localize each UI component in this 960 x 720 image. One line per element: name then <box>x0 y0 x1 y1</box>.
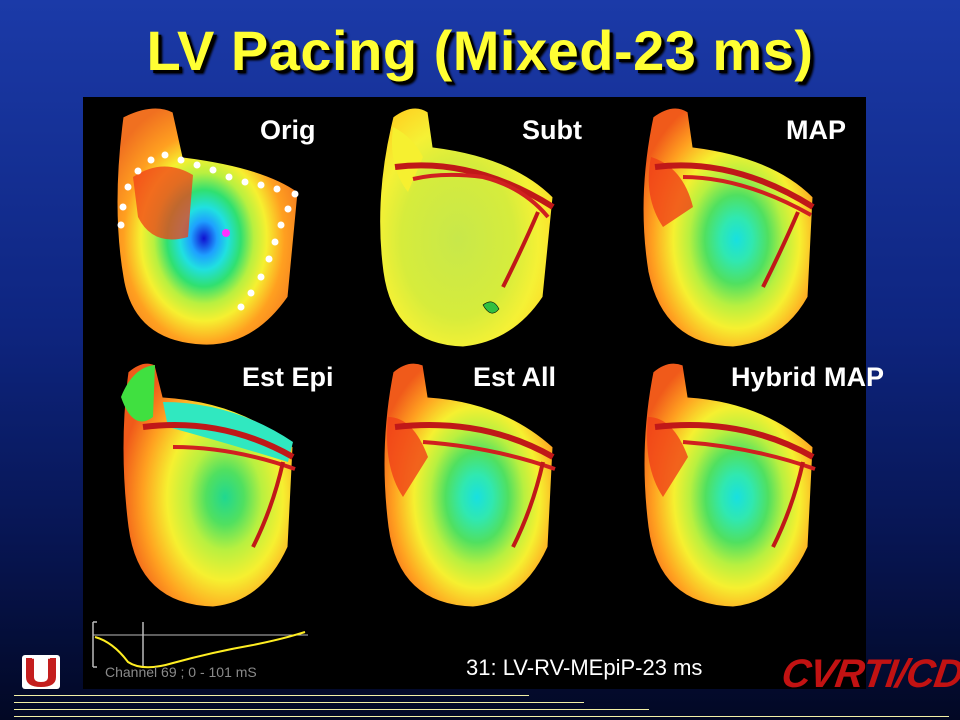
map-label-orig: Orig <box>260 115 316 145</box>
heart-maps-figure <box>92 107 816 669</box>
footer-rule <box>14 702 584 703</box>
heart-map-orig <box>116 107 299 346</box>
map-label-est-all: Est All <box>473 362 557 392</box>
map-label-hybrid-map: Hybrid MAP <box>731 362 885 392</box>
brand-logo: CVRTI/CDSP <box>778 652 960 696</box>
footer-rule <box>14 695 529 696</box>
utah-u-logo-icon <box>22 655 60 689</box>
heart-map-est-epi <box>121 362 296 608</box>
map-label-map: MAP <box>786 115 846 145</box>
heart-map-subt <box>379 107 555 348</box>
sequence-caption: 31: LV-RV-MEpiP-23 ms <box>466 655 703 680</box>
footer-rule <box>14 709 649 710</box>
heart-map-hybrid-map <box>643 362 816 608</box>
channel-label: Channel 69 ; 0 - 101 mS <box>105 664 257 680</box>
potential-maps-panel: Orig Subt MAP Est Epi Est All Hybrid MAP… <box>83 97 884 689</box>
slide-title: LV Pacing (Mixed-23 ms) <box>146 19 814 82</box>
map-label-est-epi: Est Epi <box>242 362 334 392</box>
footer-rule <box>14 716 949 717</box>
heart-map-est-all <box>383 362 556 608</box>
heart-map-map <box>642 107 815 348</box>
map-label-subt: Subt <box>522 115 582 145</box>
ecg-trace <box>92 621 308 669</box>
